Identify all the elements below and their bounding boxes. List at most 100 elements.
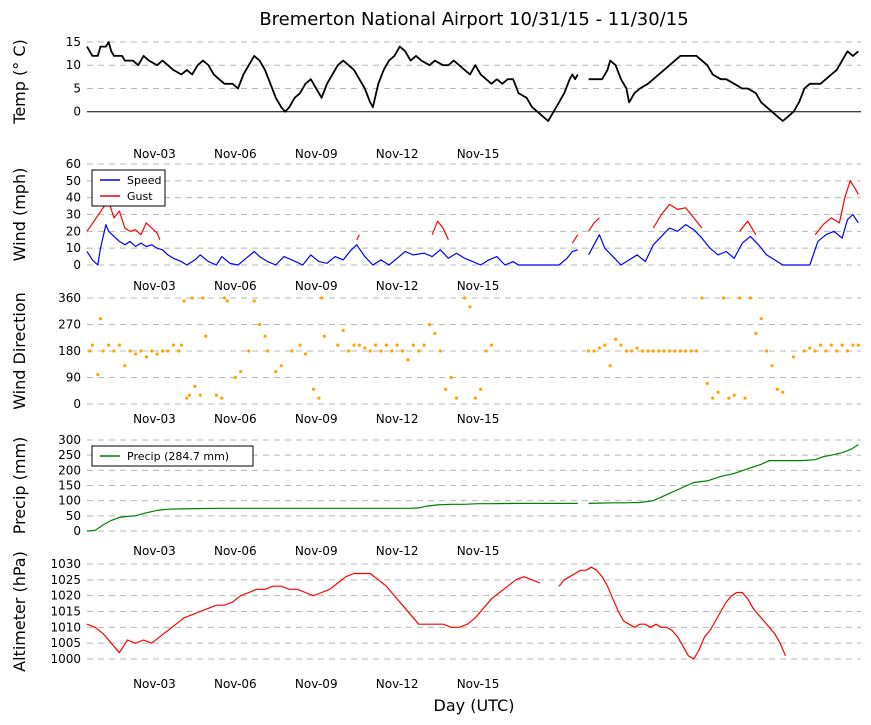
direction-point bbox=[279, 364, 283, 368]
y-tick-label: 300 bbox=[58, 433, 81, 447]
direction-point bbox=[257, 322, 262, 327]
direction-point bbox=[427, 322, 432, 327]
speed-line bbox=[588, 213, 859, 266]
direction-point bbox=[322, 334, 326, 338]
direction-point bbox=[422, 343, 426, 347]
y-tick-label: 1015 bbox=[50, 605, 81, 619]
direction-point bbox=[667, 349, 672, 353]
y-axis-label: Wind (mph) bbox=[10, 168, 29, 262]
direction-point bbox=[640, 349, 645, 353]
direction-point bbox=[179, 343, 183, 347]
direction-point bbox=[222, 296, 227, 300]
direction-point bbox=[395, 343, 399, 347]
direction-point bbox=[225, 299, 229, 303]
x-tick-label: Nov-06 bbox=[214, 279, 257, 293]
direction-point bbox=[190, 296, 194, 300]
direction-point bbox=[597, 346, 602, 350]
direction-point bbox=[444, 387, 448, 391]
direction-point bbox=[818, 343, 823, 347]
direction-point bbox=[748, 296, 753, 300]
direction-point bbox=[700, 296, 704, 300]
direction-point bbox=[363, 346, 367, 350]
direction-point bbox=[468, 305, 472, 309]
x-tick-label: Nov-06 bbox=[214, 677, 257, 691]
x-tick-label: Nov-03 bbox=[133, 544, 176, 558]
y-tick-label: 40 bbox=[66, 191, 81, 205]
y-axis-label: Wind Direction bbox=[10, 292, 29, 410]
y-tick-label: 50 bbox=[66, 174, 81, 188]
y-tick-label: 1030 bbox=[50, 557, 81, 571]
direction-point bbox=[738, 296, 742, 300]
direction-point bbox=[187, 393, 192, 397]
panel-2: 0 90 180 270 360 Wind Direction Nov-03 Nov-06 No… bbox=[10, 291, 861, 426]
direction-point bbox=[856, 343, 860, 347]
direction-point bbox=[160, 349, 165, 353]
speed-line bbox=[86, 224, 578, 266]
y-tick-label: 1000 bbox=[50, 652, 81, 666]
direction-point bbox=[320, 296, 324, 300]
y-tick-label: 30 bbox=[66, 208, 81, 222]
x-tick-label: Nov-06 bbox=[214, 544, 257, 558]
direction-point bbox=[489, 343, 494, 347]
direction-point bbox=[411, 343, 415, 347]
direction-point bbox=[390, 349, 394, 353]
direction-point bbox=[711, 396, 715, 400]
legend-box bbox=[91, 445, 254, 467]
direction-point bbox=[96, 372, 100, 377]
precip-284-7-mm--line bbox=[86, 502, 578, 532]
gust-line bbox=[431, 220, 449, 241]
x-tick-label: Nov-06 bbox=[214, 412, 257, 426]
gust-line bbox=[814, 180, 859, 236]
x-tick-label: Nov-09 bbox=[295, 412, 338, 426]
gust-line bbox=[356, 234, 360, 241]
direction-point bbox=[220, 396, 224, 400]
y-tick-label: 150 bbox=[58, 479, 81, 493]
y-tick-label: 1010 bbox=[50, 620, 81, 634]
direction-point bbox=[813, 349, 817, 353]
direction-point bbox=[201, 296, 205, 300]
direction-point bbox=[266, 349, 270, 353]
legend-box bbox=[91, 169, 166, 207]
direction-point bbox=[357, 343, 361, 347]
y-tick-label: 360 bbox=[58, 291, 81, 305]
direction-point bbox=[603, 343, 607, 347]
direction-point bbox=[177, 349, 181, 353]
direction-point bbox=[133, 352, 138, 356]
direction-point bbox=[400, 349, 405, 353]
chart-title: Bremerton National Airport 10/31/15 - 11… bbox=[259, 9, 688, 30]
x-tick-label: Nov-09 bbox=[295, 544, 338, 558]
direction-point bbox=[317, 396, 321, 400]
direction-point bbox=[592, 349, 596, 353]
direction-point bbox=[802, 349, 806, 353]
direction-point bbox=[824, 349, 828, 353]
y-tick-label: 0 bbox=[73, 524, 81, 538]
direction-point bbox=[840, 343, 844, 347]
x-tick-label: Nov-06 bbox=[214, 147, 257, 161]
x-tick-label: Nov-09 bbox=[295, 677, 338, 691]
y-axis-label: Altimeter (hPa) bbox=[10, 551, 29, 672]
y-tick-label: 20 bbox=[66, 224, 81, 238]
direction-point bbox=[233, 375, 237, 380]
direction-point bbox=[144, 355, 148, 359]
direction-point bbox=[155, 352, 159, 356]
y-tick-label: 200 bbox=[58, 463, 81, 477]
legend-entry: Precip (284.7 mm) bbox=[127, 450, 229, 463]
gust-line bbox=[86, 200, 161, 241]
y-tick-label: 15 bbox=[66, 35, 81, 49]
direction-point bbox=[341, 328, 345, 332]
x-tick-label: Nov-03 bbox=[133, 279, 176, 293]
y-tick-label: 0 bbox=[73, 258, 81, 272]
y-tick-label: 50 bbox=[66, 509, 81, 523]
direction-point bbox=[684, 349, 688, 353]
direction-point bbox=[635, 346, 639, 350]
series-line bbox=[588, 50, 859, 122]
direction-point bbox=[214, 393, 219, 397]
direction-point bbox=[417, 349, 421, 353]
direction-point bbox=[433, 331, 437, 335]
x-tick-label: Nov-12 bbox=[376, 544, 419, 558]
direction-point bbox=[479, 387, 483, 391]
direction-point bbox=[193, 384, 197, 388]
direction-point bbox=[90, 343, 94, 347]
